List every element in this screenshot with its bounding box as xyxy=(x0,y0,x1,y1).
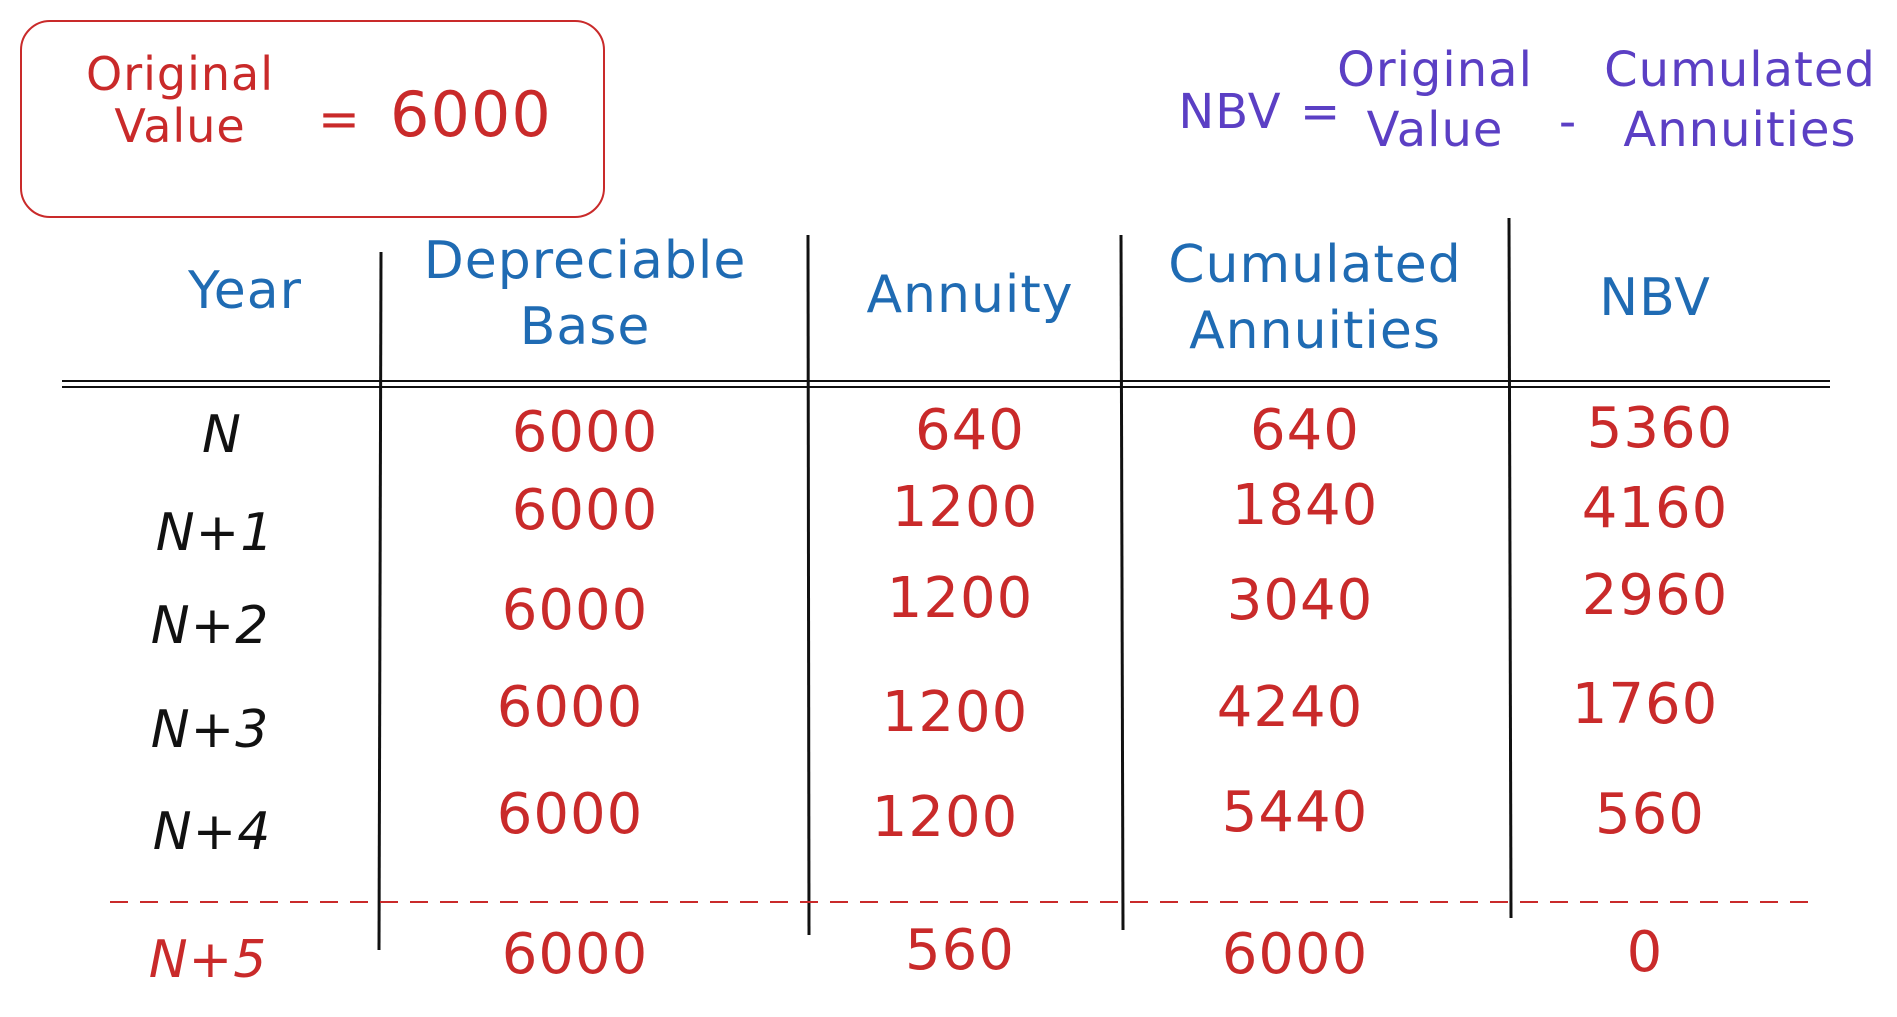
formula-original-value: Original Value xyxy=(1330,40,1540,160)
row-annuity: 560 xyxy=(905,918,1015,983)
column-divider-2 xyxy=(806,234,811,936)
formula-minus: - xyxy=(1558,94,1578,150)
formula-original-line2: Value xyxy=(1366,102,1504,158)
original-value-label-line2: Value xyxy=(114,99,246,153)
row-base: 6000 xyxy=(501,578,649,643)
row-cumulated: 3040 xyxy=(1226,568,1374,633)
row-year: N+1 xyxy=(155,503,275,563)
row-year: N xyxy=(202,405,242,465)
formula-cumulated-line1: Cumulated xyxy=(1604,42,1876,98)
row-nbv: 1760 xyxy=(1571,672,1719,737)
header-cumulated-line1: Cumulated xyxy=(1168,235,1462,295)
row-annuity: 1200 xyxy=(871,785,1019,850)
row-base: 6000 xyxy=(496,675,644,740)
original-value-label: Original Value xyxy=(70,48,290,152)
row-base: 6000 xyxy=(511,478,659,543)
row-year: N+5 xyxy=(148,930,268,990)
original-value-label-line1: Original xyxy=(85,47,274,101)
header-depreciable-line1: Depreciable xyxy=(423,231,747,291)
original-value-box xyxy=(20,20,605,218)
row-cumulated: 5440 xyxy=(1221,780,1369,845)
header-annuity: Annuity xyxy=(866,265,1074,325)
formula-cumulated-annuities: Cumulated Annuities xyxy=(1595,40,1885,160)
column-divider-1 xyxy=(377,251,383,951)
row-annuity: 1200 xyxy=(886,566,1034,631)
row-base: 6000 xyxy=(501,922,649,987)
row-nbv: 560 xyxy=(1595,782,1705,847)
row-base: 6000 xyxy=(496,782,644,847)
row-year: N+2 xyxy=(150,596,270,656)
row-cumulated: 4240 xyxy=(1216,675,1364,740)
header-depreciable-line2: Base xyxy=(519,297,651,357)
column-divider-4 xyxy=(1507,217,1513,919)
formula-cumulated-line2: Annuities xyxy=(1623,102,1857,158)
formula-original-line1: Original xyxy=(1337,42,1533,98)
row-annuity: 640 xyxy=(915,398,1025,463)
header-year: Year xyxy=(187,261,303,321)
column-divider-3 xyxy=(1119,234,1125,931)
header-depreciable-base: Depreciable Base xyxy=(415,228,755,360)
row-cumulated: 640 xyxy=(1250,398,1360,463)
row-year: N+4 xyxy=(152,802,272,862)
original-value-amount: 6000 xyxy=(390,78,552,151)
row-year: N+3 xyxy=(150,700,270,760)
header-nbv: NBV xyxy=(1599,268,1711,328)
row-nbv: 0 xyxy=(1626,920,1664,985)
header-cumulated-annuities: Cumulated Annuities xyxy=(1150,232,1480,364)
row-nbv: 5360 xyxy=(1586,396,1734,461)
row-nbv: 2960 xyxy=(1581,563,1729,628)
row-nbv: 4160 xyxy=(1581,476,1729,541)
row-annuity: 1200 xyxy=(891,475,1039,540)
row-cumulated: 1840 xyxy=(1231,473,1379,538)
row-base: 6000 xyxy=(511,400,659,465)
original-value-equals: = xyxy=(318,90,361,148)
row-cumulated: 6000 xyxy=(1221,922,1369,987)
formula-nbv: NBV xyxy=(1178,84,1282,140)
formula-equals: = xyxy=(1300,84,1342,140)
row-annuity: 1200 xyxy=(881,680,1029,745)
header-cumulated-line2: Annuities xyxy=(1189,301,1441,361)
